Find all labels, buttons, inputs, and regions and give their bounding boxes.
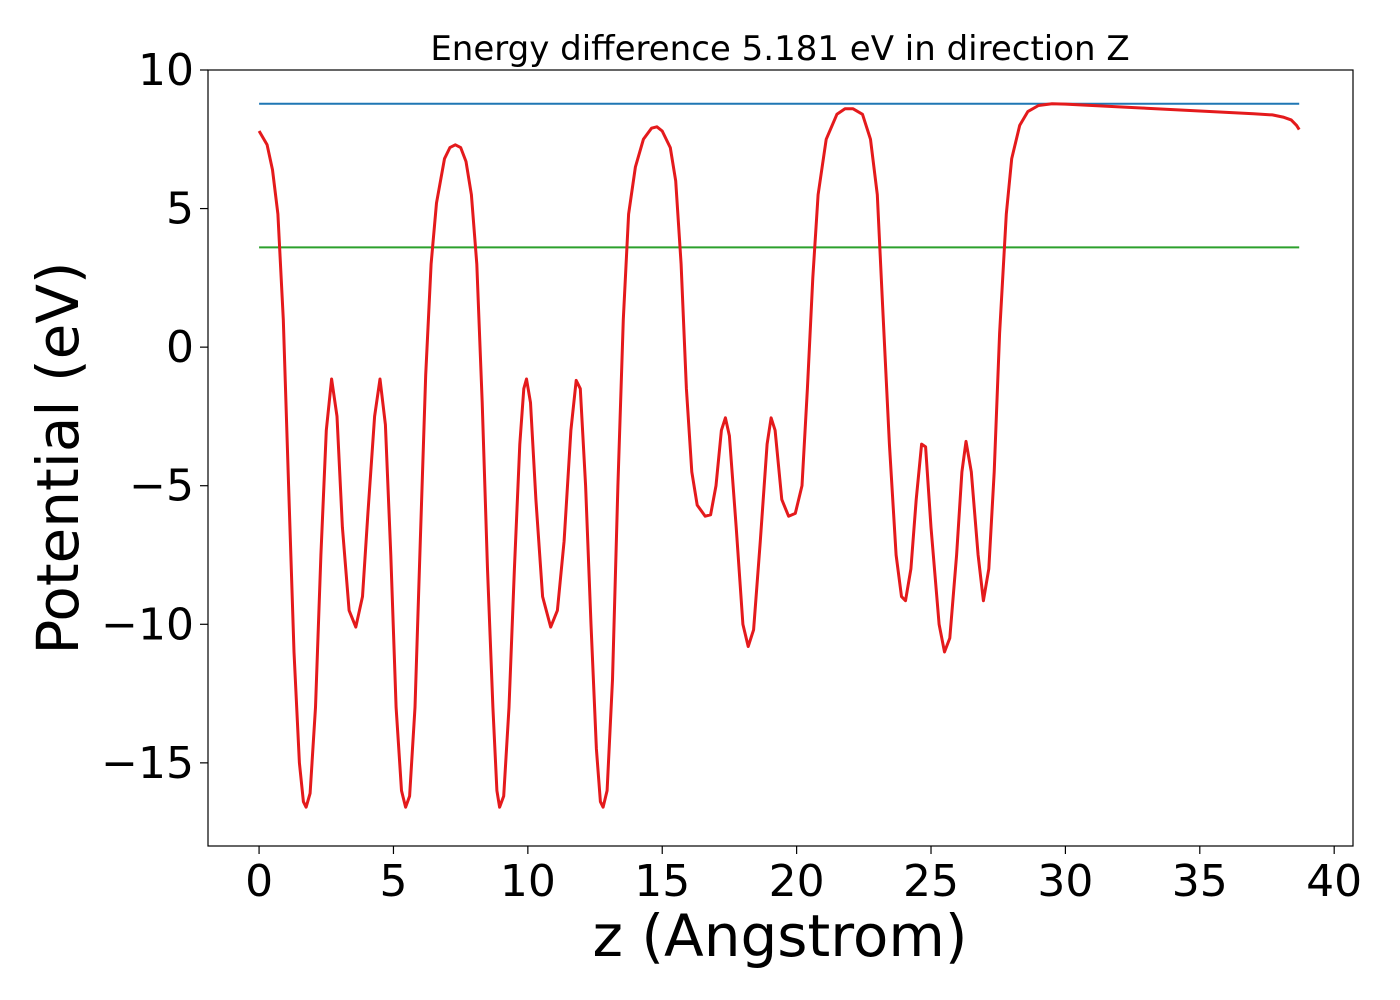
x-tick-label: 0: [245, 856, 273, 907]
x-tick-label: 25: [903, 856, 959, 907]
x-tick-label: 35: [1172, 856, 1228, 907]
chart-title: Energy difference 5.181 eV in direction …: [430, 29, 1129, 69]
x-tick-label: 5: [379, 856, 407, 907]
plot-lines: [257, 102, 1301, 809]
x-tick-label: 10: [500, 856, 556, 907]
y-tick-label: −15: [101, 738, 194, 789]
y-tick-label: 10: [138, 45, 194, 96]
y-tick-label: −5: [129, 461, 194, 512]
potential-curve: [257, 102, 1301, 809]
y-tick-label: 0: [166, 322, 194, 373]
x-tick-label: 40: [1306, 856, 1362, 907]
x-tick-label: 30: [1037, 856, 1093, 907]
y-axis-ticks: −15 −10 −5 0 5 10: [101, 45, 208, 789]
plot-frame: [207, 69, 1354, 847]
x-axis-label: z (Angstrom): [593, 902, 968, 970]
x-tick-label: 20: [769, 856, 825, 907]
y-tick-label: −10: [101, 599, 194, 650]
y-axis-label: Potential (eV): [24, 261, 92, 654]
x-axis-ticks: 0 5 10 15 20 25 30 35 40: [245, 846, 1362, 907]
y-tick-label: 5: [166, 184, 194, 235]
x-tick-label: 15: [634, 856, 690, 907]
